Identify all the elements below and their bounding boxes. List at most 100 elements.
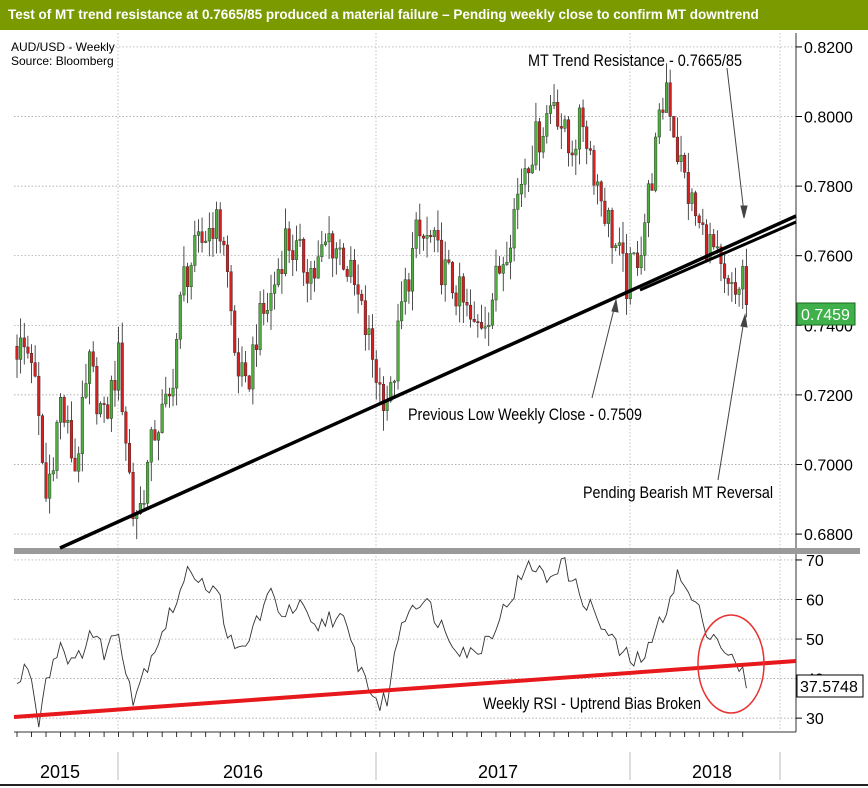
price-candle bbox=[392, 379, 396, 397]
price-candle bbox=[657, 103, 661, 144]
price-candle bbox=[265, 292, 269, 323]
candle-body bbox=[98, 403, 102, 415]
candle-body bbox=[730, 282, 734, 284]
candle-body bbox=[381, 384, 386, 411]
price-candle bbox=[581, 99, 585, 143]
price-candle bbox=[102, 396, 106, 423]
candle-body bbox=[229, 271, 233, 312]
price-candle bbox=[48, 454, 52, 514]
candle-body bbox=[284, 228, 288, 274]
candle-body bbox=[636, 252, 640, 268]
price-candle bbox=[200, 217, 204, 253]
price-candle bbox=[327, 216, 331, 260]
price-candle bbox=[204, 230, 208, 244]
price-candle bbox=[447, 249, 451, 265]
price-candle bbox=[479, 304, 483, 330]
price-candle bbox=[59, 393, 63, 440]
price-candle bbox=[284, 208, 288, 277]
candle-body bbox=[374, 359, 378, 383]
candle-body bbox=[287, 228, 291, 251]
candle-body bbox=[617, 242, 621, 246]
price-candle bbox=[149, 426, 153, 482]
candle-body bbox=[171, 387, 175, 397]
price-candle bbox=[400, 281, 404, 330]
price-candle bbox=[527, 166, 531, 193]
candle-body bbox=[614, 245, 618, 248]
price-candle bbox=[233, 305, 237, 356]
candle-body bbox=[73, 457, 77, 472]
price-candle bbox=[313, 260, 317, 292]
candle-body bbox=[643, 222, 647, 256]
price-candle bbox=[519, 168, 523, 207]
candle-body bbox=[400, 301, 404, 322]
price-candle bbox=[628, 247, 632, 305]
price-candle bbox=[556, 89, 560, 130]
candle-body bbox=[106, 404, 110, 419]
price-candle bbox=[425, 216, 429, 258]
candle-body bbox=[628, 253, 632, 299]
price-candle bbox=[367, 315, 371, 351]
price-candle bbox=[69, 401, 73, 463]
price-candle bbox=[117, 326, 121, 401]
candle-body bbox=[563, 119, 567, 129]
candle-body bbox=[686, 172, 690, 204]
price-candle bbox=[675, 117, 679, 165]
date-tick-label: 2015 bbox=[40, 762, 80, 782]
candle-body bbox=[236, 352, 240, 377]
rsi-highlight-circle bbox=[697, 614, 765, 714]
candle-body bbox=[425, 235, 429, 239]
candle-body bbox=[570, 152, 574, 156]
price-candle bbox=[258, 290, 262, 356]
candle-body bbox=[519, 184, 523, 195]
candle-body bbox=[88, 351, 92, 384]
candle-body bbox=[367, 328, 371, 335]
price-candle bbox=[436, 210, 440, 253]
price-candle bbox=[182, 246, 186, 302]
rsi-tick-label: 50 bbox=[806, 632, 824, 649]
price-axis-ticks: 0.68000.70000.72000.74000.76000.78000.80… bbox=[796, 40, 853, 544]
price-candle bbox=[276, 258, 280, 288]
candle-body bbox=[240, 362, 244, 377]
candle-body bbox=[712, 234, 716, 248]
candle-body bbox=[577, 107, 581, 150]
candle-body bbox=[737, 288, 741, 295]
candle-body bbox=[178, 294, 182, 340]
price-candle bbox=[461, 273, 465, 324]
price-candle bbox=[280, 250, 284, 294]
candle-body bbox=[512, 209, 516, 249]
candle-body bbox=[269, 293, 273, 311]
candle-body bbox=[744, 266, 748, 305]
price-candle bbox=[342, 243, 346, 271]
candle-body bbox=[392, 380, 396, 383]
price-candle bbox=[523, 158, 527, 198]
candle-body bbox=[157, 432, 161, 441]
candle-body bbox=[646, 183, 650, 223]
price-candle bbox=[331, 230, 335, 278]
price-candle bbox=[476, 314, 480, 338]
price-candle bbox=[472, 301, 476, 323]
date-tick-label: 2018 bbox=[692, 762, 732, 782]
price-candle bbox=[120, 322, 124, 416]
price-candle bbox=[469, 289, 473, 328]
candle-body bbox=[193, 235, 197, 266]
price-candle bbox=[352, 249, 356, 296]
candle-body bbox=[418, 219, 422, 237]
price-candle bbox=[229, 264, 233, 326]
candle-body bbox=[345, 269, 349, 277]
price-candle bbox=[396, 303, 400, 390]
candle-body bbox=[657, 109, 661, 138]
rsi-line bbox=[16, 557, 747, 728]
candle-body bbox=[534, 121, 538, 166]
price-candle bbox=[534, 102, 538, 170]
price-candle bbox=[712, 229, 716, 250]
price-candle bbox=[211, 212, 215, 257]
price-candle bbox=[80, 380, 84, 472]
price-candle bbox=[244, 350, 248, 383]
candle-body bbox=[610, 210, 614, 248]
price-candle bbox=[157, 430, 161, 461]
series-label: AUD/USD - Weekly bbox=[11, 40, 115, 54]
price-candle bbox=[661, 97, 665, 120]
candle-body bbox=[396, 320, 400, 382]
price-tick-label: 0.7600 bbox=[804, 249, 853, 266]
candle-body bbox=[650, 183, 654, 191]
